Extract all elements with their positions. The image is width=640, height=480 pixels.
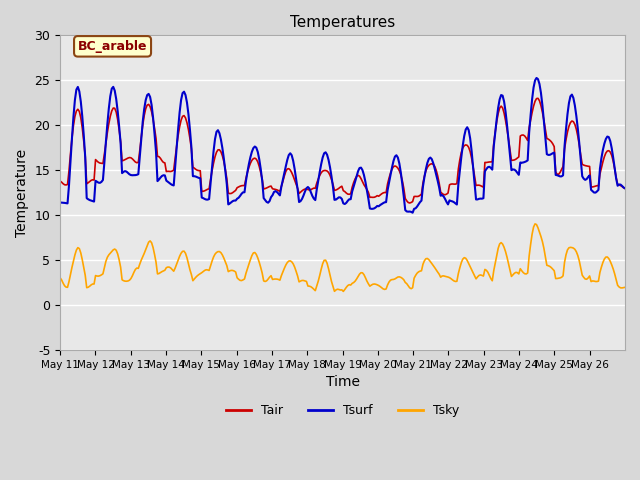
Tsky <box>348 280 356 286</box>
Tsky <box>621 285 629 290</box>
Line: Tair: Tair <box>60 98 625 203</box>
Tsurf <box>620 184 627 190</box>
Tsurf <box>546 152 554 158</box>
Tsky <box>620 285 627 290</box>
Legend: Tair, Tsurf, Tsky: Tair, Tsurf, Tsky <box>221 399 464 422</box>
Tsky <box>460 255 468 261</box>
Y-axis label: Temperature: Temperature <box>15 149 29 237</box>
Tsky <box>93 273 101 279</box>
Tsurf <box>347 196 355 202</box>
Text: BC_arable: BC_arable <box>78 40 147 53</box>
Tsky <box>56 275 64 281</box>
Tsurf <box>93 179 101 185</box>
Tsurf <box>76 88 83 94</box>
Tsky <box>531 221 539 227</box>
Tsurf <box>409 210 417 216</box>
Line: Tsky: Tsky <box>60 224 625 291</box>
Tsky <box>546 264 554 269</box>
Tair <box>347 191 355 197</box>
Title: Temperatures: Temperatures <box>290 15 396 30</box>
Tair <box>406 200 413 206</box>
Tsurf <box>621 185 629 191</box>
Tair <box>93 158 101 164</box>
Tsky <box>339 288 347 294</box>
Line: Tsurf: Tsurf <box>60 78 625 213</box>
Tsurf <box>460 133 468 139</box>
Tair <box>460 143 468 148</box>
Tsurf <box>532 75 540 81</box>
Tsurf <box>56 200 64 205</box>
Tair <box>76 108 83 114</box>
Tair <box>546 137 554 143</box>
Tair <box>534 96 542 101</box>
Tsky <box>76 246 83 252</box>
Tair <box>56 178 64 184</box>
Tair <box>621 186 629 192</box>
Tair <box>620 185 627 191</box>
X-axis label: Time: Time <box>326 375 360 389</box>
